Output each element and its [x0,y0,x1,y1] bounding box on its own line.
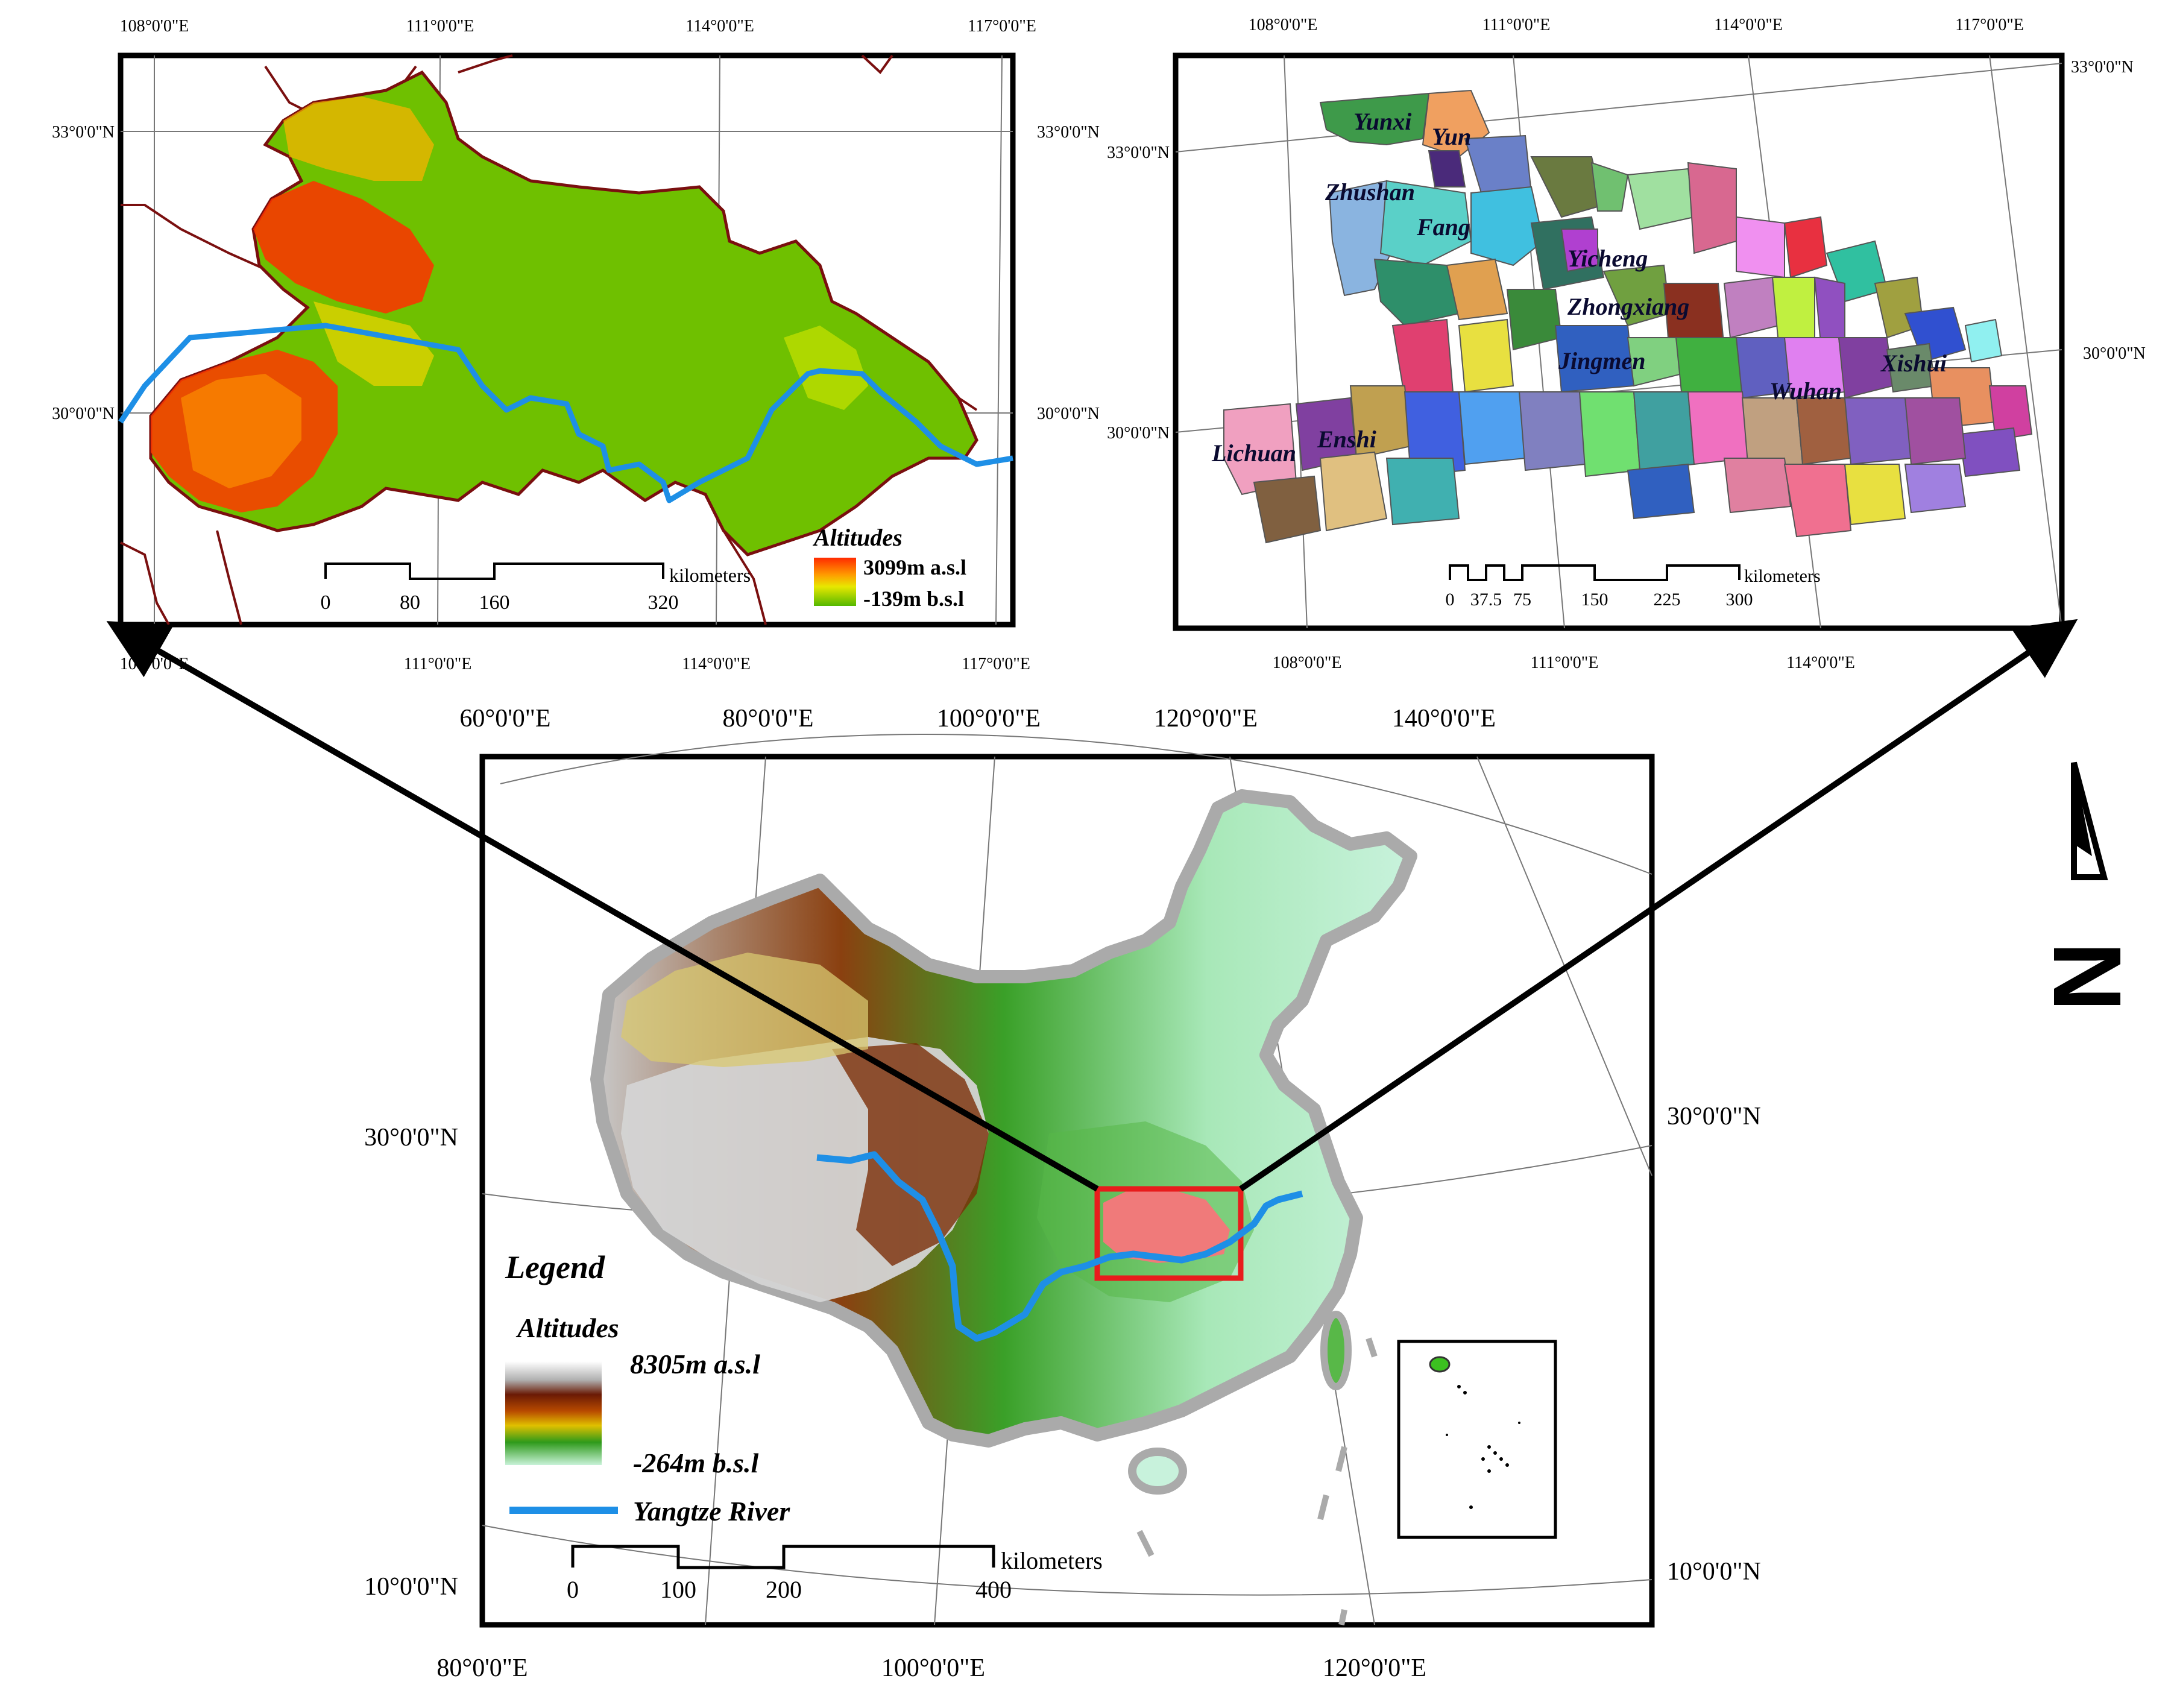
maritime-boundary [1136,1337,1378,1625]
terrain-left-lat-2: 30°0'0"N [52,405,115,423]
counties-scale-bar [1449,564,1741,581]
china-legend-river: Yangtze River [633,1496,790,1527]
label-jingmen: Jingmen [1558,347,1645,374]
china-scale-tick-400: 400 [975,1576,1012,1603]
counties-scale-tick-0: 0 [1446,590,1455,610]
north-arrow-icon: N [2034,761,2141,1012]
china-scale-bar [571,1545,995,1569]
china-top-lon-5: 140°0'0"E [1392,705,1496,733]
label-xishui: Xishui [1880,350,1947,377]
hubei-highlight-area [1103,1188,1230,1263]
terrain-bottom-lon-3: 114°0'0"E [682,655,751,673]
china-bottom-lon-2: 100°0'0"E [881,1654,985,1682]
terrain-legend-colorbar [814,558,856,606]
china-legend-alt-title: Altitudes [515,1313,619,1343]
china-bottom-lon-1: 80°0'0"E [436,1654,528,1682]
counties-scale-tick-225: 225 [1654,590,1681,610]
label-fang: Fang [1416,213,1470,241]
counties-scale-tick-37-5: 37.5 [1470,590,1502,610]
terrain-legend-high: 3099m a.s.l [863,555,966,579]
terrain-right-lat-1: 33°0'0"N [1037,123,1100,142]
china-scale-tick-200: 200 [766,1576,802,1603]
counties-scale-tick-300: 300 [1726,590,1753,610]
counties-bottom-lon-2: 111°0'0"E [1531,654,1599,672]
counties-left-lat-2: 30°0'0"N [1107,424,1170,443]
china-scale-unit: kilometers [1001,1547,1103,1574]
counties-right-lat-2: 30°0'0"N [2083,344,2146,363]
terrain-top-lon-4: 117°0'0"E [968,17,1036,36]
label-yunxi: Yunxi [1353,108,1411,135]
china-legend-low: -264m b.s.l [633,1448,759,1478]
china-legend-colorbar [505,1361,602,1465]
counties-top-lon-4: 117°0'0"E [1955,16,2024,34]
label-yun: Yun [1432,123,1471,150]
terrain-bottom-lon-2: 111°0'0"E [404,655,472,673]
label-zhushan: Zhushan [1325,178,1415,206]
counties-scale-tick-150: 150 [1581,590,1608,610]
china-top-lon-1: 60°0'0"E [459,705,550,733]
label-lichuan: Lichuan [1211,440,1296,467]
terrain-top-lon-3: 114°0'0"E [685,17,754,36]
china-top-lon-2: 80°0'0"E [722,705,813,733]
terrain-legend-low: -139m b.s.l [863,587,964,611]
terrain-bottom-lon-4: 117°0'0"E [962,655,1030,673]
south-china-sea-inset [1397,1340,1557,1539]
china-left-lat-1: 30°0'0"N [364,1124,458,1152]
hainan-island [1128,1448,1187,1495]
terrain-scale-tick-160: 160 [479,591,510,614]
terrain-highlands [151,96,868,512]
callout-arrow-icon [106,619,2078,1192]
yangtze-river-left [118,323,1013,503]
terrain-scale-tick-80: 80 [400,591,420,614]
terrain-scale-tick-320: 320 [648,591,679,614]
label-zhongxiang: Zhongxiang [1567,293,1689,320]
china-scale-tick-100: 100 [660,1576,696,1603]
inset-hainan [1429,1356,1451,1373]
terrain-scale-unit: kilometers [669,564,751,586]
north-label: N [2034,942,2141,1012]
counties-left-lat-1: 33°0'0"N [1107,143,1170,162]
china-left-lat-2: 10°0'0"N [364,1573,458,1601]
taiwan-island [1320,1311,1352,1390]
tarim-basin [621,953,868,1067]
label-enshi: Enshi [1317,426,1376,453]
china-top-lon-4: 120°0'0"E [1154,705,1258,733]
china-legend-high: 8305m a.s.l [630,1349,760,1379]
terrain-left-lat-1: 33°0'0"N [52,123,115,142]
china-scale-tick-0: 0 [567,1576,579,1603]
counties-top-lon-3: 114°0'0"E [1714,16,1783,34]
terrain-top-lon-2: 111°0'0"E [406,17,474,36]
counties-right-lat-1: 33°0'0"N [2071,58,2134,77]
china-bottom-lon-3: 120°0'0"E [1323,1654,1426,1682]
counties-top-lon-1: 108°0'0"E [1249,16,1318,34]
label-yicheng: Yicheng [1567,245,1648,272]
label-wuhan: Wuhan [1769,377,1842,405]
inset-islands [1446,1385,1520,1509]
counties-bottom-lon-1: 108°0'0"E [1273,654,1342,672]
county-polygons [1223,89,2033,544]
counties-scale-tick-75: 75 [1513,590,1531,610]
china-top-lon-3: 100°0'0"E [937,705,1041,733]
china-right-lat-2: 10°0'0"N [1667,1558,1761,1586]
terrain-scale-bar [324,563,664,580]
hubei-terrain [149,70,978,556]
counties-bottom-lon-3: 114°0'0"E [1786,654,1855,672]
counties-panel: Yunxi Yun Zhushan Fang Yicheng Zhongxian… [1107,16,2146,672]
china-legend-title: Legend [505,1249,605,1285]
tibet-east-rim [832,1043,989,1266]
terrain-right-lat-2: 30°0'0"N [1037,405,1100,423]
china-panel: 60°0'0"E 80°0'0"E 100°0'0"E 120°0'0"E 14… [364,705,1761,1682]
counties-top-lon-2: 111°0'0"E [1482,16,1551,34]
terrain-panel: 108°0'0"E 111°0'0"E 114°0'0"E 117°0'0"E … [52,17,1100,673]
china-right-lat-1: 30°0'0"N [1667,1103,1761,1130]
terrain-scale-tick-0: 0 [321,591,331,614]
counties-scale-unit: kilometers [1744,566,1821,586]
terrain-top-lon-1: 108°0'0"E [120,17,189,36]
yangtze-river-main [816,1151,1303,1342]
terrain-legend-title: Altitudes [812,524,903,551]
